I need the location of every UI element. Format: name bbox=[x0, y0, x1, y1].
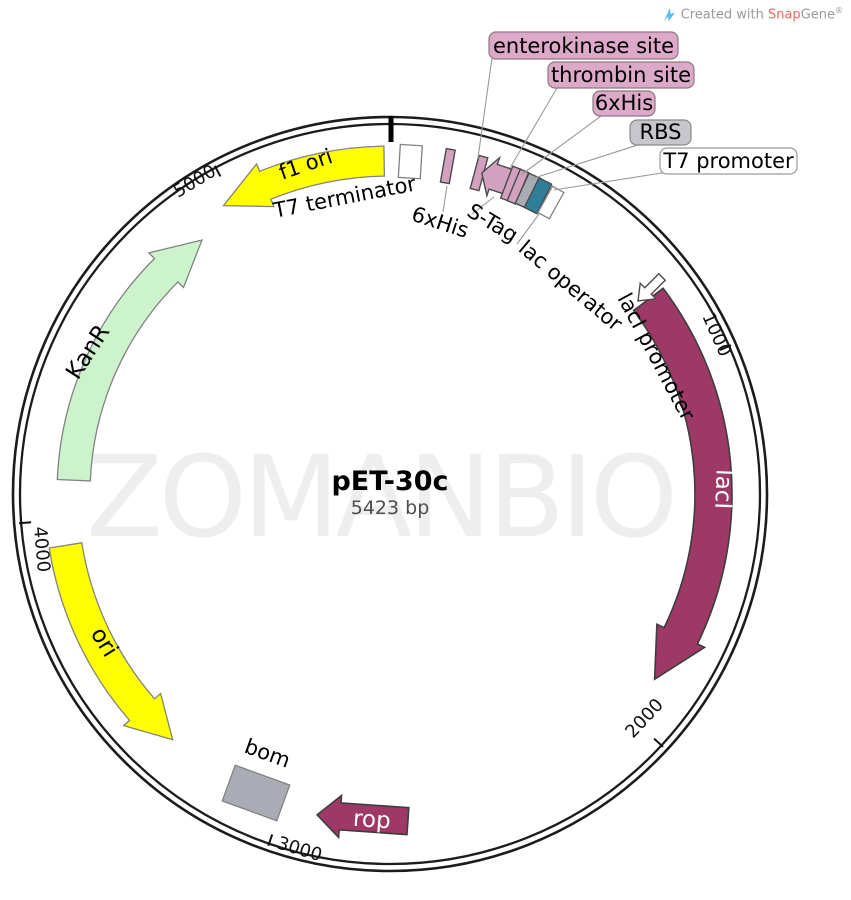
tick-label-2000: 2000 bbox=[621, 695, 668, 743]
credit-brand-gene: Gene bbox=[800, 7, 835, 23]
callout-t7-promoter: T7 promoter bbox=[659, 147, 798, 175]
svg-text:thrombin site: thrombin site bbox=[551, 63, 691, 87]
watermark-text: ZOMANBIO bbox=[86, 433, 674, 563]
credit-brand-snap: Snap bbox=[767, 7, 801, 23]
bom-label: bom bbox=[241, 734, 293, 773]
credit-reg: ® bbox=[835, 6, 843, 15]
feature-laci bbox=[632, 287, 733, 681]
leader-lines bbox=[442, 57, 669, 245]
plasmid-title: pET-30c bbox=[331, 466, 448, 497]
feature-6xhis-cterm bbox=[439, 147, 456, 185]
tick-3000 bbox=[267, 834, 274, 847]
svg-text:6xHis: 6xHis bbox=[595, 91, 653, 115]
svg-text:enterokinase site: enterokinase site bbox=[493, 34, 674, 58]
tick-1000 bbox=[719, 344, 732, 351]
s-tag-label: S-Tag bbox=[463, 199, 522, 248]
lac-operator-label: lac operator bbox=[514, 236, 627, 336]
callout-thrombin-site: thrombin site bbox=[547, 61, 695, 89]
tick-label-5000: 5000 bbox=[170, 161, 220, 203]
callout-enterokinase-site: enterokinase site bbox=[488, 31, 679, 60]
svg-text:T7 promoter: T7 promoter bbox=[662, 149, 794, 173]
feature-laci-promoter bbox=[637, 272, 667, 302]
feature-lac-operator bbox=[523, 176, 553, 215]
svg-text:RBS: RBS bbox=[640, 120, 682, 144]
tick-4000 bbox=[19, 521, 32, 525]
tick-5000 bbox=[213, 165, 222, 177]
snapgene-credit: Created with SnapGene® bbox=[663, 6, 843, 22]
rop-label: rop bbox=[352, 806, 391, 835]
plasmid-size: 5423 bp bbox=[351, 497, 430, 519]
feature-bom bbox=[221, 764, 291, 822]
feature-t7-terminator bbox=[397, 143, 423, 180]
feature-rop: rop bbox=[315, 793, 410, 840]
6xhis-cterm-label: 6xHis bbox=[409, 202, 472, 243]
tick-label-1000: 1000 bbox=[697, 309, 735, 359]
feature-kanr bbox=[56, 239, 204, 482]
tick-2000 bbox=[653, 737, 664, 748]
callout-rbs: RBS bbox=[629, 119, 692, 146]
snapgene-logo-icon bbox=[663, 7, 675, 22]
feature-ori bbox=[48, 542, 174, 741]
callout-6xhis: 6xHis bbox=[592, 90, 656, 117]
credit-text: Created with SnapGene® bbox=[680, 6, 843, 23]
feature-f1-ori bbox=[222, 145, 386, 208]
laci-label: lacI bbox=[709, 469, 736, 510]
